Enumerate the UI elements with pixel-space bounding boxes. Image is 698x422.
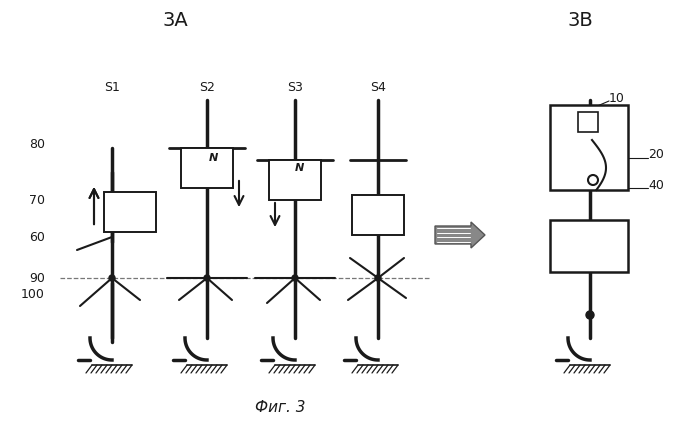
Text: 10: 10 — [609, 92, 625, 105]
Text: 40: 40 — [648, 179, 664, 192]
Circle shape — [292, 275, 298, 281]
Text: S4: S4 — [370, 81, 386, 94]
Bar — [550, 220, 628, 272]
Circle shape — [586, 311, 594, 319]
Circle shape — [375, 275, 381, 281]
Circle shape — [109, 275, 115, 281]
Circle shape — [588, 175, 598, 185]
Text: 3A: 3A — [162, 11, 188, 30]
Text: 70: 70 — [29, 194, 45, 206]
Circle shape — [204, 275, 210, 281]
Bar — [578, 112, 598, 132]
Text: S2: S2 — [199, 81, 215, 94]
Text: S1: S1 — [104, 81, 120, 94]
Text: S3: S3 — [287, 81, 303, 94]
Bar — [104, 192, 156, 232]
Bar — [181, 148, 233, 188]
Bar — [352, 195, 404, 235]
Bar — [550, 105, 628, 190]
Text: Фиг. 3: Фиг. 3 — [255, 400, 305, 416]
Text: 90: 90 — [29, 271, 45, 284]
Text: 3B: 3B — [567, 11, 593, 30]
Text: 100: 100 — [21, 289, 45, 301]
Text: N: N — [209, 153, 218, 163]
Text: 80: 80 — [29, 138, 45, 151]
Bar — [269, 160, 321, 200]
Text: 60: 60 — [29, 230, 45, 243]
FancyArrow shape — [435, 222, 485, 248]
Text: N: N — [295, 163, 304, 173]
Text: 20: 20 — [648, 149, 664, 162]
